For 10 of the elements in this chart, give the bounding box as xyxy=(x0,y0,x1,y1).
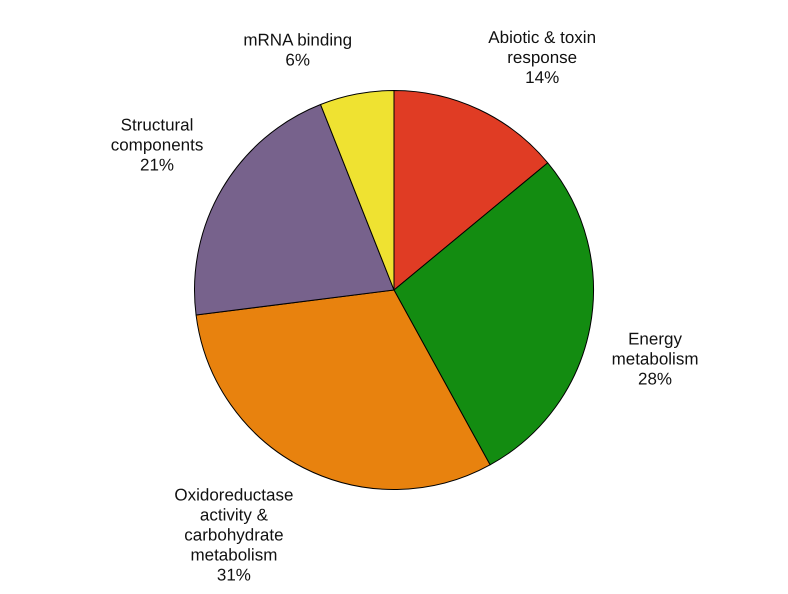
data-label: 14% xyxy=(525,68,560,87)
slice-label: Oxidoreductase activity & carbohydrate metabolism xyxy=(174,486,294,565)
slice-label: Energy metabolism xyxy=(612,330,698,369)
data-label: 6% xyxy=(285,50,310,70)
slice-label: Abiotic & toxin response xyxy=(488,28,596,67)
slice-label: mRNA binding xyxy=(243,30,352,50)
slice-label: Structural components xyxy=(110,115,204,154)
data-label: 28% xyxy=(638,370,672,389)
data-label: 21% xyxy=(140,155,174,174)
data-label: 31% xyxy=(216,566,251,585)
